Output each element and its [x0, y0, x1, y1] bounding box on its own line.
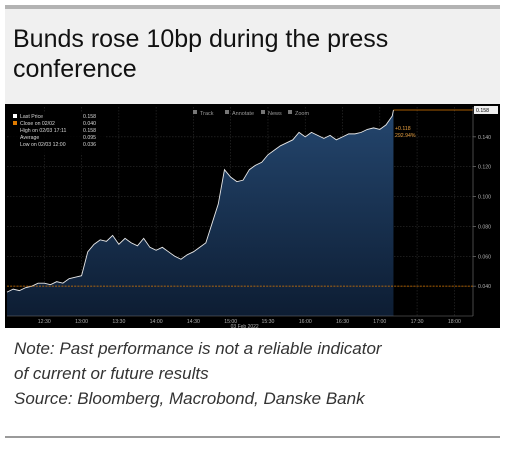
legend: Last Price 0.158 Close on 02/02 0.040 Hi…	[10, 112, 105, 154]
last-price-tag	[474, 105, 498, 114]
legend-last-price-value: 0.158	[83, 114, 96, 120]
x-tick-label: 14:30	[187, 319, 200, 325]
footer-rule	[5, 436, 500, 438]
toolbar-track[interactable]: Track	[200, 111, 214, 117]
y-tick-label: 0.120	[478, 165, 491, 171]
annotate-icon	[225, 110, 229, 114]
series-layer	[6, 109, 473, 317]
chart-toolbar: Track Annotate News Zoom	[193, 110, 309, 117]
y-tick-label: 0.040	[478, 284, 491, 290]
legend-high-label: High on 02/03 17:11	[20, 128, 66, 134]
legend-average-label: Average	[20, 135, 39, 141]
toolbar-zoom[interactable]: Zoom	[295, 111, 309, 117]
x-tick-label: 17:00	[373, 319, 386, 325]
track-icon	[193, 110, 197, 114]
x-tick-label: 12:30	[38, 319, 51, 325]
note-line-1: Note: Past performance is not a reliable…	[14, 339, 382, 358]
legend-close-label: Close on 02/02	[20, 121, 55, 127]
note-line-2: of current or future results	[14, 364, 209, 383]
change-annotation-value: +0.118	[395, 126, 411, 132]
axis-layer: 0.040 0.060 0.080 0.100 0.120 0.140 12:30 13:00…	[7, 105, 498, 328]
legend-close-value: 0.040	[83, 121, 96, 127]
y-tick-label: 0.140	[478, 135, 491, 141]
bloomberg-chart: 0.040 0.060 0.080 0.100 0.120 0.140 12:30 13:00…	[5, 104, 500, 328]
legend-last-price-label: Last Price	[20, 114, 43, 120]
x-tick-label: 14:00	[150, 319, 163, 325]
legend-low-label: Low on 02/03 12:00	[20, 142, 66, 148]
last-price-tag-label: 0.158	[476, 108, 489, 114]
legend-low-value: 0.036	[83, 142, 96, 148]
last-price-swatch	[13, 114, 17, 118]
y-tick-label: 0.100	[478, 195, 491, 201]
chart-title: Bunds rose 10bp during the press confere…	[13, 25, 389, 83]
x-tick-label: 16:30	[336, 319, 349, 325]
x-tick-label: 16:00	[299, 319, 312, 325]
y-tick-label: 0.060	[478, 254, 491, 260]
header-rule	[5, 5, 500, 9]
x-tick-label: 17:30	[411, 319, 424, 325]
change-annotation-pct: 292.94%	[395, 133, 416, 139]
legend-high-value: 0.158	[83, 128, 96, 134]
toolbar-annotate[interactable]: Annotate	[232, 111, 254, 117]
toolbar-news[interactable]: News	[268, 111, 282, 117]
news-icon	[261, 110, 265, 114]
source-line: Source: Bloomberg, Macrobond, Danske Ban…	[14, 389, 365, 408]
series-area	[7, 109, 394, 317]
x-tick-label: 15:00	[224, 319, 237, 325]
zoom-icon	[288, 110, 292, 114]
x-tick-label: 18:00	[448, 319, 461, 325]
y-tick-label: 0.080	[478, 224, 491, 230]
legend-box	[10, 112, 105, 154]
title-band	[5, 9, 500, 104]
x-tick-label: 15:30	[261, 319, 274, 325]
series-line	[6, 109, 394, 293]
x-tick-label: 13:00	[75, 319, 88, 325]
x-tick-label: 13:30	[112, 319, 125, 325]
x-axis-date-label: 03 Feb 2022	[231, 324, 259, 328]
close-swatch	[13, 121, 17, 125]
footnotes: Note: Past performance is not a reliable…	[14, 336, 494, 411]
legend-average-value: 0.095	[83, 135, 96, 141]
